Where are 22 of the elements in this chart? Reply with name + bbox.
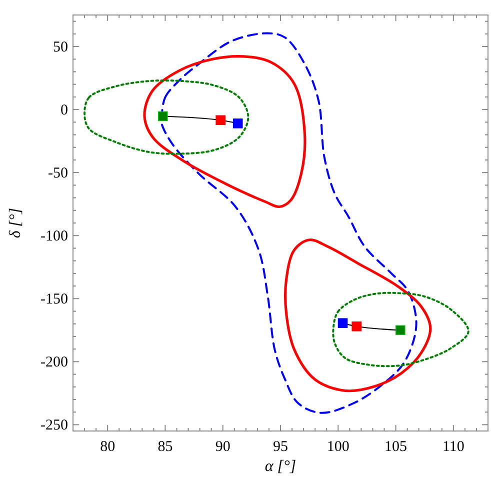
point bbox=[395, 325, 406, 336]
point bbox=[216, 115, 226, 126]
point bbox=[338, 318, 348, 328]
x-tick-label: 80 bbox=[100, 439, 116, 455]
point bbox=[232, 118, 243, 128]
x-tick-label: 90 bbox=[215, 439, 230, 455]
x-tick-label: 110 bbox=[442, 439, 464, 455]
x-tick-label: 105 bbox=[384, 439, 408, 455]
y-tick-label: 50 bbox=[53, 40, 68, 56]
y-tick-label: -100 bbox=[40, 228, 68, 245]
y-tick-label: -50 bbox=[48, 166, 68, 182]
y-tick-label: -250 bbox=[40, 418, 68, 434]
point bbox=[352, 321, 362, 332]
y-tick-label: -150 bbox=[40, 292, 68, 308]
x-tick-label: 85 bbox=[158, 439, 173, 455]
x-axis-title: α [°] bbox=[264, 458, 296, 475]
y-tick-label: 0 bbox=[60, 102, 68, 119]
x-tick-label: 95 bbox=[273, 439, 288, 455]
point bbox=[158, 111, 168, 122]
x-tick-label: 100 bbox=[326, 439, 350, 455]
y-axis-title: δ [°] bbox=[7, 208, 24, 238]
y-tick-label: -200 bbox=[40, 354, 68, 371]
